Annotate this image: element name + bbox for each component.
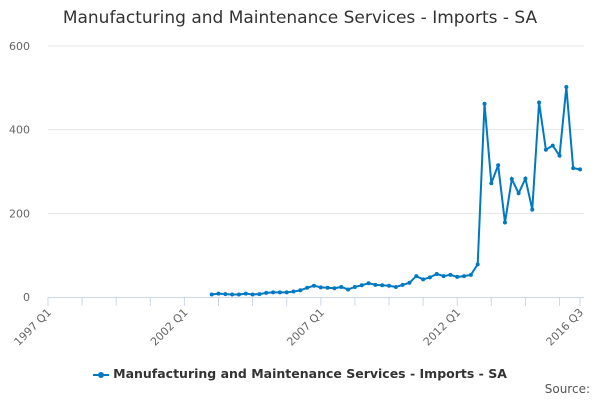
data-point bbox=[414, 274, 419, 279]
data-point bbox=[434, 271, 439, 276]
data-point bbox=[346, 287, 351, 292]
data-point bbox=[537, 100, 542, 105]
data-point bbox=[257, 292, 262, 297]
data-point bbox=[509, 177, 514, 182]
data-point bbox=[564, 84, 569, 89]
data-point bbox=[407, 280, 412, 285]
data-point bbox=[366, 281, 371, 286]
data-point bbox=[441, 274, 446, 279]
data-point bbox=[387, 283, 392, 288]
legend-label: Manufacturing and Maintenance Services -… bbox=[113, 366, 507, 381]
x-tick-label: 2002 Q1 bbox=[148, 306, 191, 349]
x-tick-label: 1997 Q1 bbox=[12, 306, 55, 349]
y-tick-label: 200 bbox=[9, 207, 30, 220]
x-tick-label: 2016 Q3 bbox=[544, 306, 587, 349]
source-label: Source: bbox=[544, 382, 590, 396]
data-point bbox=[543, 147, 548, 152]
data-point bbox=[271, 290, 276, 295]
data-point bbox=[223, 292, 228, 297]
data-point bbox=[264, 290, 269, 295]
data-point bbox=[462, 274, 467, 279]
data-point bbox=[502, 220, 507, 225]
data-point bbox=[325, 285, 330, 290]
data-point bbox=[496, 163, 501, 168]
y-tick-label: 0 bbox=[23, 291, 30, 304]
data-point bbox=[339, 284, 344, 289]
data-point bbox=[482, 101, 487, 106]
data-point bbox=[475, 262, 480, 267]
data-point bbox=[216, 291, 221, 296]
y-tick-label: 400 bbox=[9, 124, 30, 137]
data-point bbox=[516, 191, 521, 196]
data-point bbox=[352, 284, 357, 289]
data-point bbox=[427, 275, 432, 280]
legend-swatch bbox=[93, 371, 110, 378]
y-tick-label: 600 bbox=[9, 40, 30, 53]
data-point bbox=[373, 282, 378, 287]
data-point bbox=[530, 207, 535, 212]
data-point bbox=[318, 285, 323, 290]
x-tick-label: 2007 Q1 bbox=[284, 306, 327, 349]
data-point bbox=[250, 292, 255, 297]
data-point bbox=[332, 286, 337, 291]
data-point bbox=[550, 143, 555, 148]
data-point bbox=[523, 176, 528, 181]
data-point bbox=[557, 153, 562, 158]
data-point bbox=[209, 292, 214, 297]
data-point bbox=[448, 272, 453, 277]
data-point bbox=[305, 285, 310, 290]
series-line bbox=[211, 86, 581, 296]
data-point bbox=[455, 274, 460, 279]
data-point bbox=[230, 292, 235, 297]
legend[interactable]: Manufacturing and Maintenance Services -… bbox=[0, 366, 600, 381]
data-point bbox=[468, 272, 473, 277]
x-tick-label: 2012 Q1 bbox=[421, 306, 464, 349]
data-point bbox=[380, 283, 385, 288]
data-point bbox=[578, 167, 582, 172]
data-point bbox=[243, 291, 248, 296]
chart-title: Manufacturing and Maintenance Services -… bbox=[62, 8, 538, 28]
data-point bbox=[277, 290, 282, 295]
data-point bbox=[571, 166, 576, 171]
data-point bbox=[236, 292, 241, 297]
data-point bbox=[312, 283, 316, 288]
data-point bbox=[359, 283, 364, 288]
data-point bbox=[400, 282, 405, 287]
data-point bbox=[421, 277, 426, 282]
data-point bbox=[291, 289, 296, 294]
data-point bbox=[393, 284, 398, 289]
data-point bbox=[284, 290, 289, 295]
data-point bbox=[489, 181, 494, 186]
data-point bbox=[298, 288, 303, 293]
